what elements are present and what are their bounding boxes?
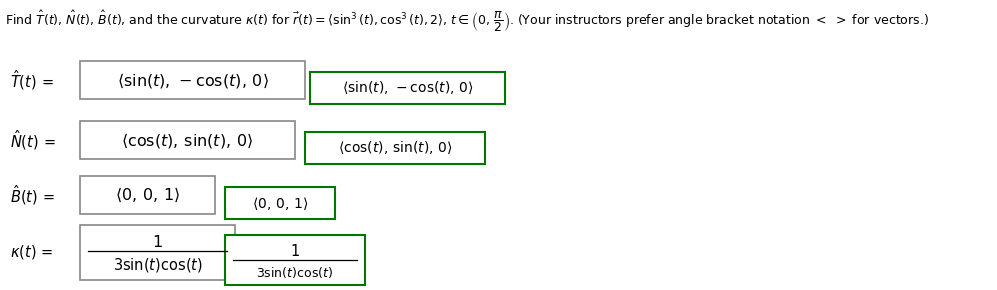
FancyBboxPatch shape xyxy=(80,61,305,99)
Text: $\langle\cos(t),\,\sin(t),\,0\rangle$: $\langle\cos(t),\,\sin(t),\,0\rangle$ xyxy=(338,139,453,157)
FancyBboxPatch shape xyxy=(305,132,485,164)
FancyBboxPatch shape xyxy=(80,224,235,280)
Text: $\hat{T}(t)\,=$: $\hat{T}(t)\,=$ xyxy=(10,68,54,92)
Text: $1$: $1$ xyxy=(290,243,300,259)
Text: $\langle\sin(t),\,-\cos(t),\,0\rangle$: $\langle\sin(t),\,-\cos(t),\,0\rangle$ xyxy=(342,79,474,97)
FancyBboxPatch shape xyxy=(225,187,335,219)
Text: Find $\hat{T}(t)$, $\hat{N}(t)$, $\hat{B}(t)$, and the curvature $\kappa(t)$ for: Find $\hat{T}(t)$, $\hat{N}(t)$, $\hat{B… xyxy=(5,9,929,35)
Text: $\hat{B}(t)\,=$: $\hat{B}(t)\,=$ xyxy=(10,183,55,207)
FancyBboxPatch shape xyxy=(80,121,295,159)
FancyBboxPatch shape xyxy=(310,72,505,104)
Text: $1$: $1$ xyxy=(153,234,163,250)
Text: $\langle 0,\,0,\,1\rangle$: $\langle 0,\,0,\,1\rangle$ xyxy=(115,186,180,204)
Text: $\hat{N}(t)\,=$: $\hat{N}(t)\,=$ xyxy=(10,128,56,152)
Text: $\kappa(t)\,=$: $\kappa(t)\,=$ xyxy=(10,243,54,261)
Text: $3\sin(t)\cos(t)$: $3\sin(t)\cos(t)$ xyxy=(256,266,334,280)
Text: $3\sin(t)\cos(t)$: $3\sin(t)\cos(t)$ xyxy=(113,256,202,274)
Text: $\langle 0,\,0,\,1\rangle$: $\langle 0,\,0,\,1\rangle$ xyxy=(251,195,308,211)
FancyBboxPatch shape xyxy=(225,235,365,285)
Text: $\langle\sin(t),\,-\cos(t),\,0\rangle$: $\langle\sin(t),\,-\cos(t),\,0\rangle$ xyxy=(117,70,268,90)
FancyBboxPatch shape xyxy=(80,176,215,214)
Text: $\langle\cos(t),\,\sin(t),\,0\rangle$: $\langle\cos(t),\,\sin(t),\,0\rangle$ xyxy=(122,130,253,150)
